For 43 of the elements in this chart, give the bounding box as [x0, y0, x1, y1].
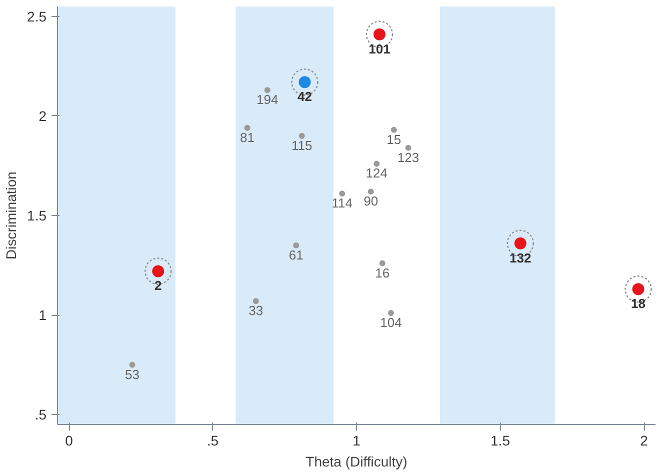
- point: [244, 124, 250, 131]
- annotation: 2: [154, 278, 162, 294]
- annotation: 15: [386, 132, 402, 147]
- point: [252, 298, 259, 304]
- annotation: 104: [380, 315, 402, 330]
- y-tick-label: 2.5: [27, 8, 47, 24]
- annotation: 18: [631, 296, 646, 312]
- annotation: 81: [240, 130, 254, 145]
- annotation: 33: [248, 303, 264, 318]
- y-axis-title: Discrimination: [3, 172, 20, 260]
- annotation: 132: [510, 250, 532, 266]
- annotation: 90: [364, 194, 378, 209]
- point: [298, 132, 305, 139]
- point: [368, 188, 374, 195]
- y-tick-label: 1.5: [27, 208, 47, 224]
- point: [379, 260, 386, 266]
- point: [374, 160, 380, 167]
- x-tick-label: 1.5: [490, 432, 510, 448]
- y-tick-label: 2: [38, 108, 47, 124]
- annotation: 53: [125, 366, 140, 382]
- annotation: 42: [298, 89, 312, 104]
- x-tick-label: 2: [640, 432, 648, 448]
- annotation: 123: [397, 150, 420, 165]
- y-tick-label: 1: [38, 307, 47, 324]
- point: [390, 126, 397, 133]
- annotation: 114: [332, 196, 352, 211]
- point: [388, 310, 394, 316]
- x-tick-label: .5: [206, 432, 219, 448]
- point: [339, 190, 346, 197]
- annotation: 61: [288, 247, 304, 262]
- x-axis-title: Theta (Difficulty): [306, 454, 408, 470]
- x-tick-label: 1: [352, 432, 361, 448]
- point: [293, 242, 300, 248]
- point: [405, 144, 412, 151]
- annotation: 124: [366, 166, 388, 181]
- annotation: 115: [292, 138, 312, 153]
- x-tick-label: 0: [65, 432, 74, 448]
- point: [264, 87, 270, 94]
- point: [129, 362, 136, 368]
- annotation: 101: [368, 41, 390, 56]
- y-tick-label: .5: [34, 406, 47, 423]
- annotation: 194: [256, 92, 278, 108]
- annotation: 16: [375, 265, 390, 280]
